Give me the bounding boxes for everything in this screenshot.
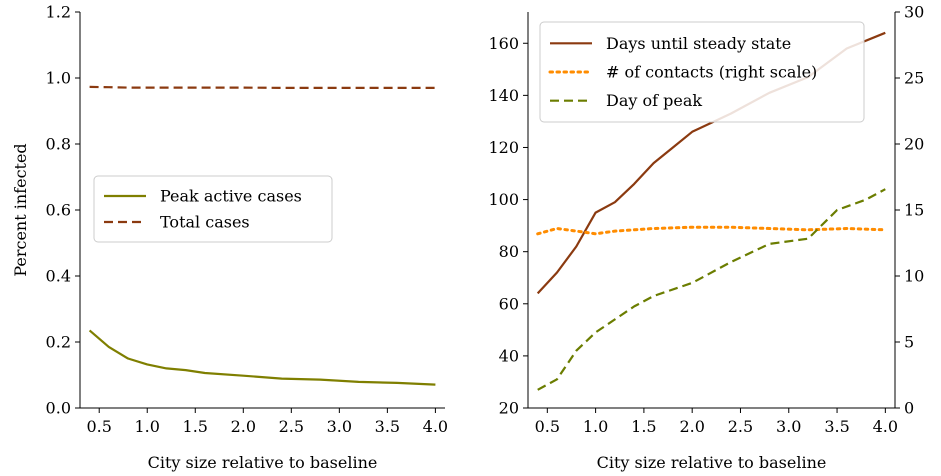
y-tick-label: 80 (499, 242, 519, 261)
y-tick-label: 0.2 (46, 333, 71, 352)
legend-label: Peak active cases (160, 187, 302, 206)
x-tick-label: 4.0 (423, 417, 448, 436)
x-tick-label: 0.5 (535, 417, 560, 436)
chart-panel-1: 0.5 1.0 1.5 2.0 2.5 3.0 3.5 4.0 0.0 0.2 0.4 0.6 0.8 1… (11, 3, 448, 473)
legend-box (539, 21, 865, 123)
y2-tick-label: 10 (904, 267, 924, 286)
x-tick-label: 0.5 (86, 417, 111, 436)
x-tick-label: 2.5 (279, 417, 304, 436)
legend-box (93, 175, 333, 243)
x-tick-label: 1.0 (583, 417, 608, 436)
x-tick-label: 4.0 (873, 417, 898, 436)
y2-tick-label: 20 (904, 135, 924, 154)
legend-label: # of contacts (right scale) (606, 63, 817, 82)
y2-tick-label: 0 (904, 399, 914, 418)
x-tick-label: 1.5 (631, 417, 656, 436)
x-tick-label: 2.0 (231, 417, 256, 436)
y-tick-label: 100 (488, 190, 519, 209)
y-tick-label: 40 (499, 346, 519, 365)
x-tick-label: 1.5 (183, 417, 208, 436)
series-line-1 (88, 329, 436, 386)
y-axis-label: Percent infected (11, 143, 30, 276)
legend: Peak active cases Total cases (93, 175, 333, 243)
chart-panel-2: 0.5 1.0 1.5 2.0 2.5 3.0 3.5 4.02040608010012014… (488, 3, 924, 473)
y-tick-label: 1.2 (46, 3, 71, 22)
y2-tick-label: 15 (904, 201, 924, 220)
y-tick-label: 140 (488, 86, 519, 105)
y-tick-label: 1.0 (46, 69, 71, 88)
x-tick-label: 3.0 (327, 417, 352, 436)
x-axis-label: City size relative to baseline (597, 453, 827, 472)
y-tick-label: 160 (488, 34, 519, 53)
legend-label: Days until steady state (606, 34, 791, 53)
legend: Days until steady state # of contacts (ri… (539, 21, 865, 123)
series-line-3 (537, 188, 886, 391)
y-tick-label: 0.6 (46, 201, 71, 220)
y2-tick-label: 30 (904, 3, 924, 22)
x-tick-label: 2.5 (728, 417, 753, 436)
x-tick-label: 3.0 (776, 417, 801, 436)
x-tick-label: 2.0 (679, 417, 704, 436)
legend-label: Total cases (160, 213, 250, 232)
series-line-2 (89, 85, 436, 90)
legend-label: Day of peak (606, 91, 702, 110)
y-tick-label: 0.4 (46, 267, 71, 286)
x-axis-label: City size relative to baseline (148, 453, 378, 472)
y2-tick-label: 5 (904, 333, 914, 352)
y2-tick-label: 25 (904, 69, 924, 88)
x-tick-label: 3.5 (824, 417, 849, 436)
y-tick-label: 60 (499, 294, 519, 313)
y-tick-label: 120 (488, 138, 519, 157)
y-tick-label: 0.8 (46, 135, 71, 154)
y-tick-label: 0.0 (46, 399, 71, 418)
series-line-2 (536, 225, 887, 236)
x-tick-label: 1.0 (135, 417, 160, 436)
x-tick-label: 3.5 (375, 417, 400, 436)
y-tick-label: 20 (499, 399, 519, 418)
